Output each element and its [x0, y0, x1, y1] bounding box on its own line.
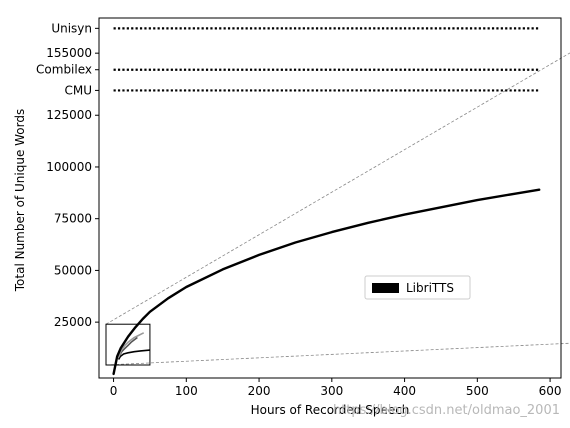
- zoom-guide-upper: [105, 52, 570, 325]
- y-tick-label: 155000: [46, 46, 92, 60]
- plot-frame: [98, 17, 562, 379]
- y-tick-label: 50000: [54, 263, 92, 277]
- legend-swatch-libritts: [372, 283, 399, 293]
- x-axis: 0 100 200 300 400 500 600: [110, 378, 562, 398]
- y-tick-label: 100000: [46, 160, 92, 174]
- x-tick-label: 300: [320, 384, 343, 398]
- y-tick-label-unisyn: Unisyn: [51, 21, 92, 35]
- y-tick-label: 25000: [54, 315, 92, 329]
- y-tick-label-cmu: CMU: [64, 83, 92, 97]
- x-tick-label: 400: [393, 384, 416, 398]
- watermark: https://blog.csdn.net/oldmao_2001: [333, 403, 560, 418]
- series-group: [112, 188, 541, 376]
- y-axis-title: Total Number of Unique Words: [13, 109, 27, 292]
- zoom-guide-lower: [105, 342, 570, 366]
- x-tick-label: 600: [539, 384, 562, 398]
- legend-box: [364, 275, 471, 300]
- y-tick-label: 125000: [46, 108, 92, 122]
- y-axis: 25000 50000 75000 100000 125000 155000 Unisyn C…: [36, 21, 99, 329]
- legend-label-libritts: LibriTTS: [406, 281, 454, 295]
- zoom-guide-lines: [105, 52, 570, 366]
- series-line-libritts: [112, 188, 541, 376]
- inset-frame: [105, 323, 151, 366]
- reference-lines: [113, 27, 540, 92]
- x-tick-label: 0: [110, 384, 118, 398]
- x-axis-title: Hours of Recorded Speech: [251, 403, 410, 417]
- x-tick-label: 500: [466, 384, 489, 398]
- x-tick-label: 200: [248, 384, 271, 398]
- inset-zoom-box: [105, 323, 151, 366]
- y-tick-label: 75000: [54, 212, 92, 226]
- x-tick-label: 100: [175, 384, 198, 398]
- inset-curve-2: [117, 336, 138, 358]
- legend: LibriTTS: [364, 275, 471, 300]
- inset-curve-3: [117, 332, 145, 358]
- inset-curve-1: [117, 349, 150, 360]
- y-tick-label-combilex: Combilex: [36, 63, 92, 77]
